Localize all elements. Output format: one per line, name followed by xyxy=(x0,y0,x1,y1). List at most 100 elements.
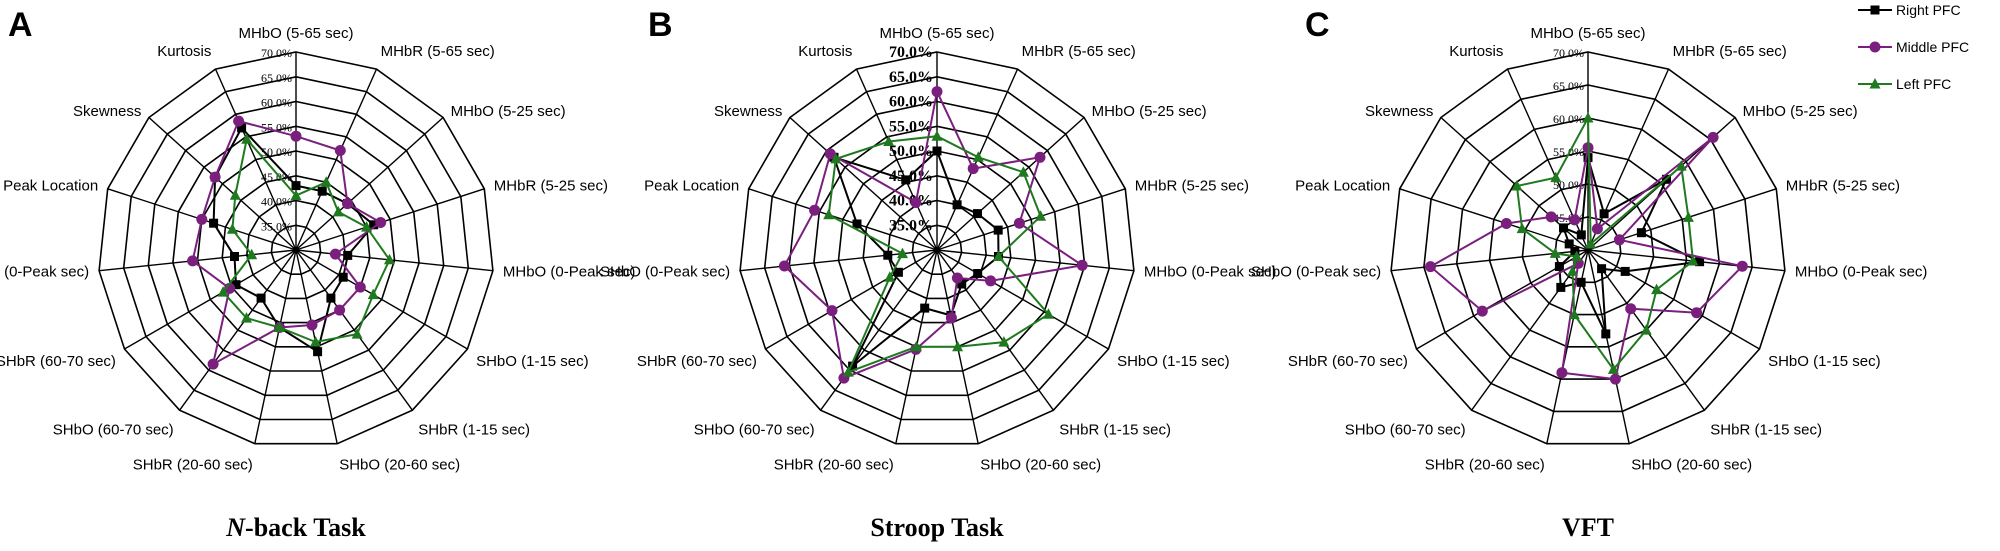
category-label: SHbO (20-60 sec) xyxy=(339,457,460,474)
legend-label: Left PFC xyxy=(1896,76,1951,92)
grid-spoke xyxy=(295,116,444,251)
category-label: SHbR (20-60 sec) xyxy=(1425,457,1545,474)
category-label: SHbR (60-70 sec) xyxy=(0,353,116,370)
category-label: MHbR (5-25 sec) xyxy=(494,178,608,195)
data-point-right-pfc xyxy=(1559,223,1568,233)
grid-ring xyxy=(886,199,988,300)
data-point-middle-pfc xyxy=(910,197,922,208)
radar-grid xyxy=(98,51,494,445)
legend-label: Middle PFC xyxy=(1896,39,1969,55)
data-point-left-pfc xyxy=(1043,308,1054,319)
grid-spoke xyxy=(1587,249,1630,444)
category-label: SHbO (60-70 sec) xyxy=(53,421,174,438)
data-point-middle-pfc xyxy=(196,213,208,225)
data-point-left-pfc xyxy=(1035,210,1047,221)
legend-label: Right PFC xyxy=(1896,2,1961,18)
data-point-left-pfc xyxy=(910,340,922,352)
grid-ring xyxy=(862,174,1012,324)
data-point-middle-pfc xyxy=(809,204,821,216)
grid-ring xyxy=(196,150,396,348)
data-point-left-pfc xyxy=(1550,171,1562,183)
data-point-left-pfc xyxy=(351,328,363,339)
grid-spoke xyxy=(936,249,1109,350)
category-label: SHbO (0-Peak sec) xyxy=(600,264,730,281)
data-point-left-pfc xyxy=(226,223,238,234)
data-point-right-pfc xyxy=(848,361,858,371)
data-point-middle-pfc xyxy=(290,130,302,142)
category-label: SHbO (0-Peak sec) xyxy=(1251,264,1381,281)
data-point-left-pfc xyxy=(1568,308,1580,320)
data-point-middle-pfc xyxy=(1034,151,1046,163)
data-point-middle-pfc xyxy=(778,260,790,272)
category-label: MHbO (5-65 sec) xyxy=(1530,25,1645,42)
category-label: MHbO (5-25 sec) xyxy=(1092,103,1207,120)
grid-ring xyxy=(788,100,1086,397)
category-label: Kurtosis xyxy=(798,43,852,60)
data-point-left-pfc xyxy=(993,250,1004,261)
grid-spoke xyxy=(295,188,485,251)
grid-ring xyxy=(739,51,1135,445)
grid-spoke xyxy=(1587,68,1670,251)
tick-label: 70.0% xyxy=(261,46,292,60)
series-group xyxy=(1425,112,1748,385)
grid-spoke xyxy=(1587,249,1760,350)
data-point-left-pfc xyxy=(1675,160,1687,171)
grid-ring xyxy=(763,75,1111,421)
data-point-left-pfc xyxy=(1640,324,1652,335)
data-point-left-pfc xyxy=(290,189,302,201)
category-label: SHbR (1-15 sec) xyxy=(418,421,530,438)
data-point-left-pfc xyxy=(274,321,285,332)
grid-spoke xyxy=(148,116,297,251)
data-point-middle-pfc xyxy=(1545,211,1557,223)
grid-spoke xyxy=(214,68,297,251)
category-label: SHbO (1-15 sec) xyxy=(1117,353,1230,370)
data-point-left-pfc xyxy=(367,288,379,300)
data-point-middle-pfc xyxy=(1013,217,1025,229)
data-point-right-pfc xyxy=(230,252,239,261)
grid-ring xyxy=(1423,84,1753,413)
data-point-right-pfc xyxy=(952,200,962,210)
legend-item-middle-pfc: Middle PFC xyxy=(1858,39,1969,55)
panel-letter: C xyxy=(1305,6,1330,44)
data-point-middle-pfc xyxy=(1476,305,1488,317)
data-point-middle-pfc xyxy=(334,145,346,156)
grid-spoke xyxy=(936,188,1126,251)
data-point-middle-pfc xyxy=(354,281,366,293)
tick-label: 70.0% xyxy=(1553,46,1584,60)
data-point-left-pfc xyxy=(1511,180,1523,191)
data-point-right-pfc xyxy=(1554,262,1564,271)
data-point-right-pfc xyxy=(993,225,1003,235)
grid-spoke xyxy=(295,249,493,272)
category-label: SHbR (20-60 sec) xyxy=(133,457,253,474)
data-point-right-pfc xyxy=(1620,266,1630,276)
data-point-middle-pfc xyxy=(826,305,838,317)
data-point-right-pfc xyxy=(1695,257,1705,267)
grid-ring xyxy=(245,199,347,300)
category-label: SHbR (1-15 sec) xyxy=(1059,421,1171,438)
data-point-middle-pfc xyxy=(967,163,979,175)
chart-title: N-back Task xyxy=(225,513,366,542)
data-point-middle-pfc xyxy=(1736,260,1748,272)
grid-ring xyxy=(147,100,445,397)
data-point-left-pfc xyxy=(830,152,842,164)
data-point-right-pfc xyxy=(237,123,247,133)
grid-spoke xyxy=(936,249,1134,272)
category-label: SHbO (1-15 sec) xyxy=(476,353,589,370)
data-point-middle-pfc xyxy=(334,304,346,316)
series-line-left-pfc xyxy=(1515,114,1695,372)
data-point-left-pfc xyxy=(320,176,332,187)
data-point-middle-pfc xyxy=(824,148,836,160)
legend: Right PFC Middle PFC Left PFC xyxy=(1858,2,1969,92)
category-label: SHbO (60-70 sec) xyxy=(1345,421,1466,438)
data-point-middle-pfc xyxy=(951,272,963,284)
tick-label: 35.0% xyxy=(889,217,933,234)
data-point-left-pfc xyxy=(241,133,253,144)
grid-spoke xyxy=(295,249,338,444)
data-point-left-pfc xyxy=(1549,247,1561,258)
data-point-middle-pfc xyxy=(329,248,341,260)
data-point-left-pfc xyxy=(1017,166,1029,177)
grid-ring xyxy=(911,224,963,276)
data-point-right-pfc xyxy=(338,272,348,282)
